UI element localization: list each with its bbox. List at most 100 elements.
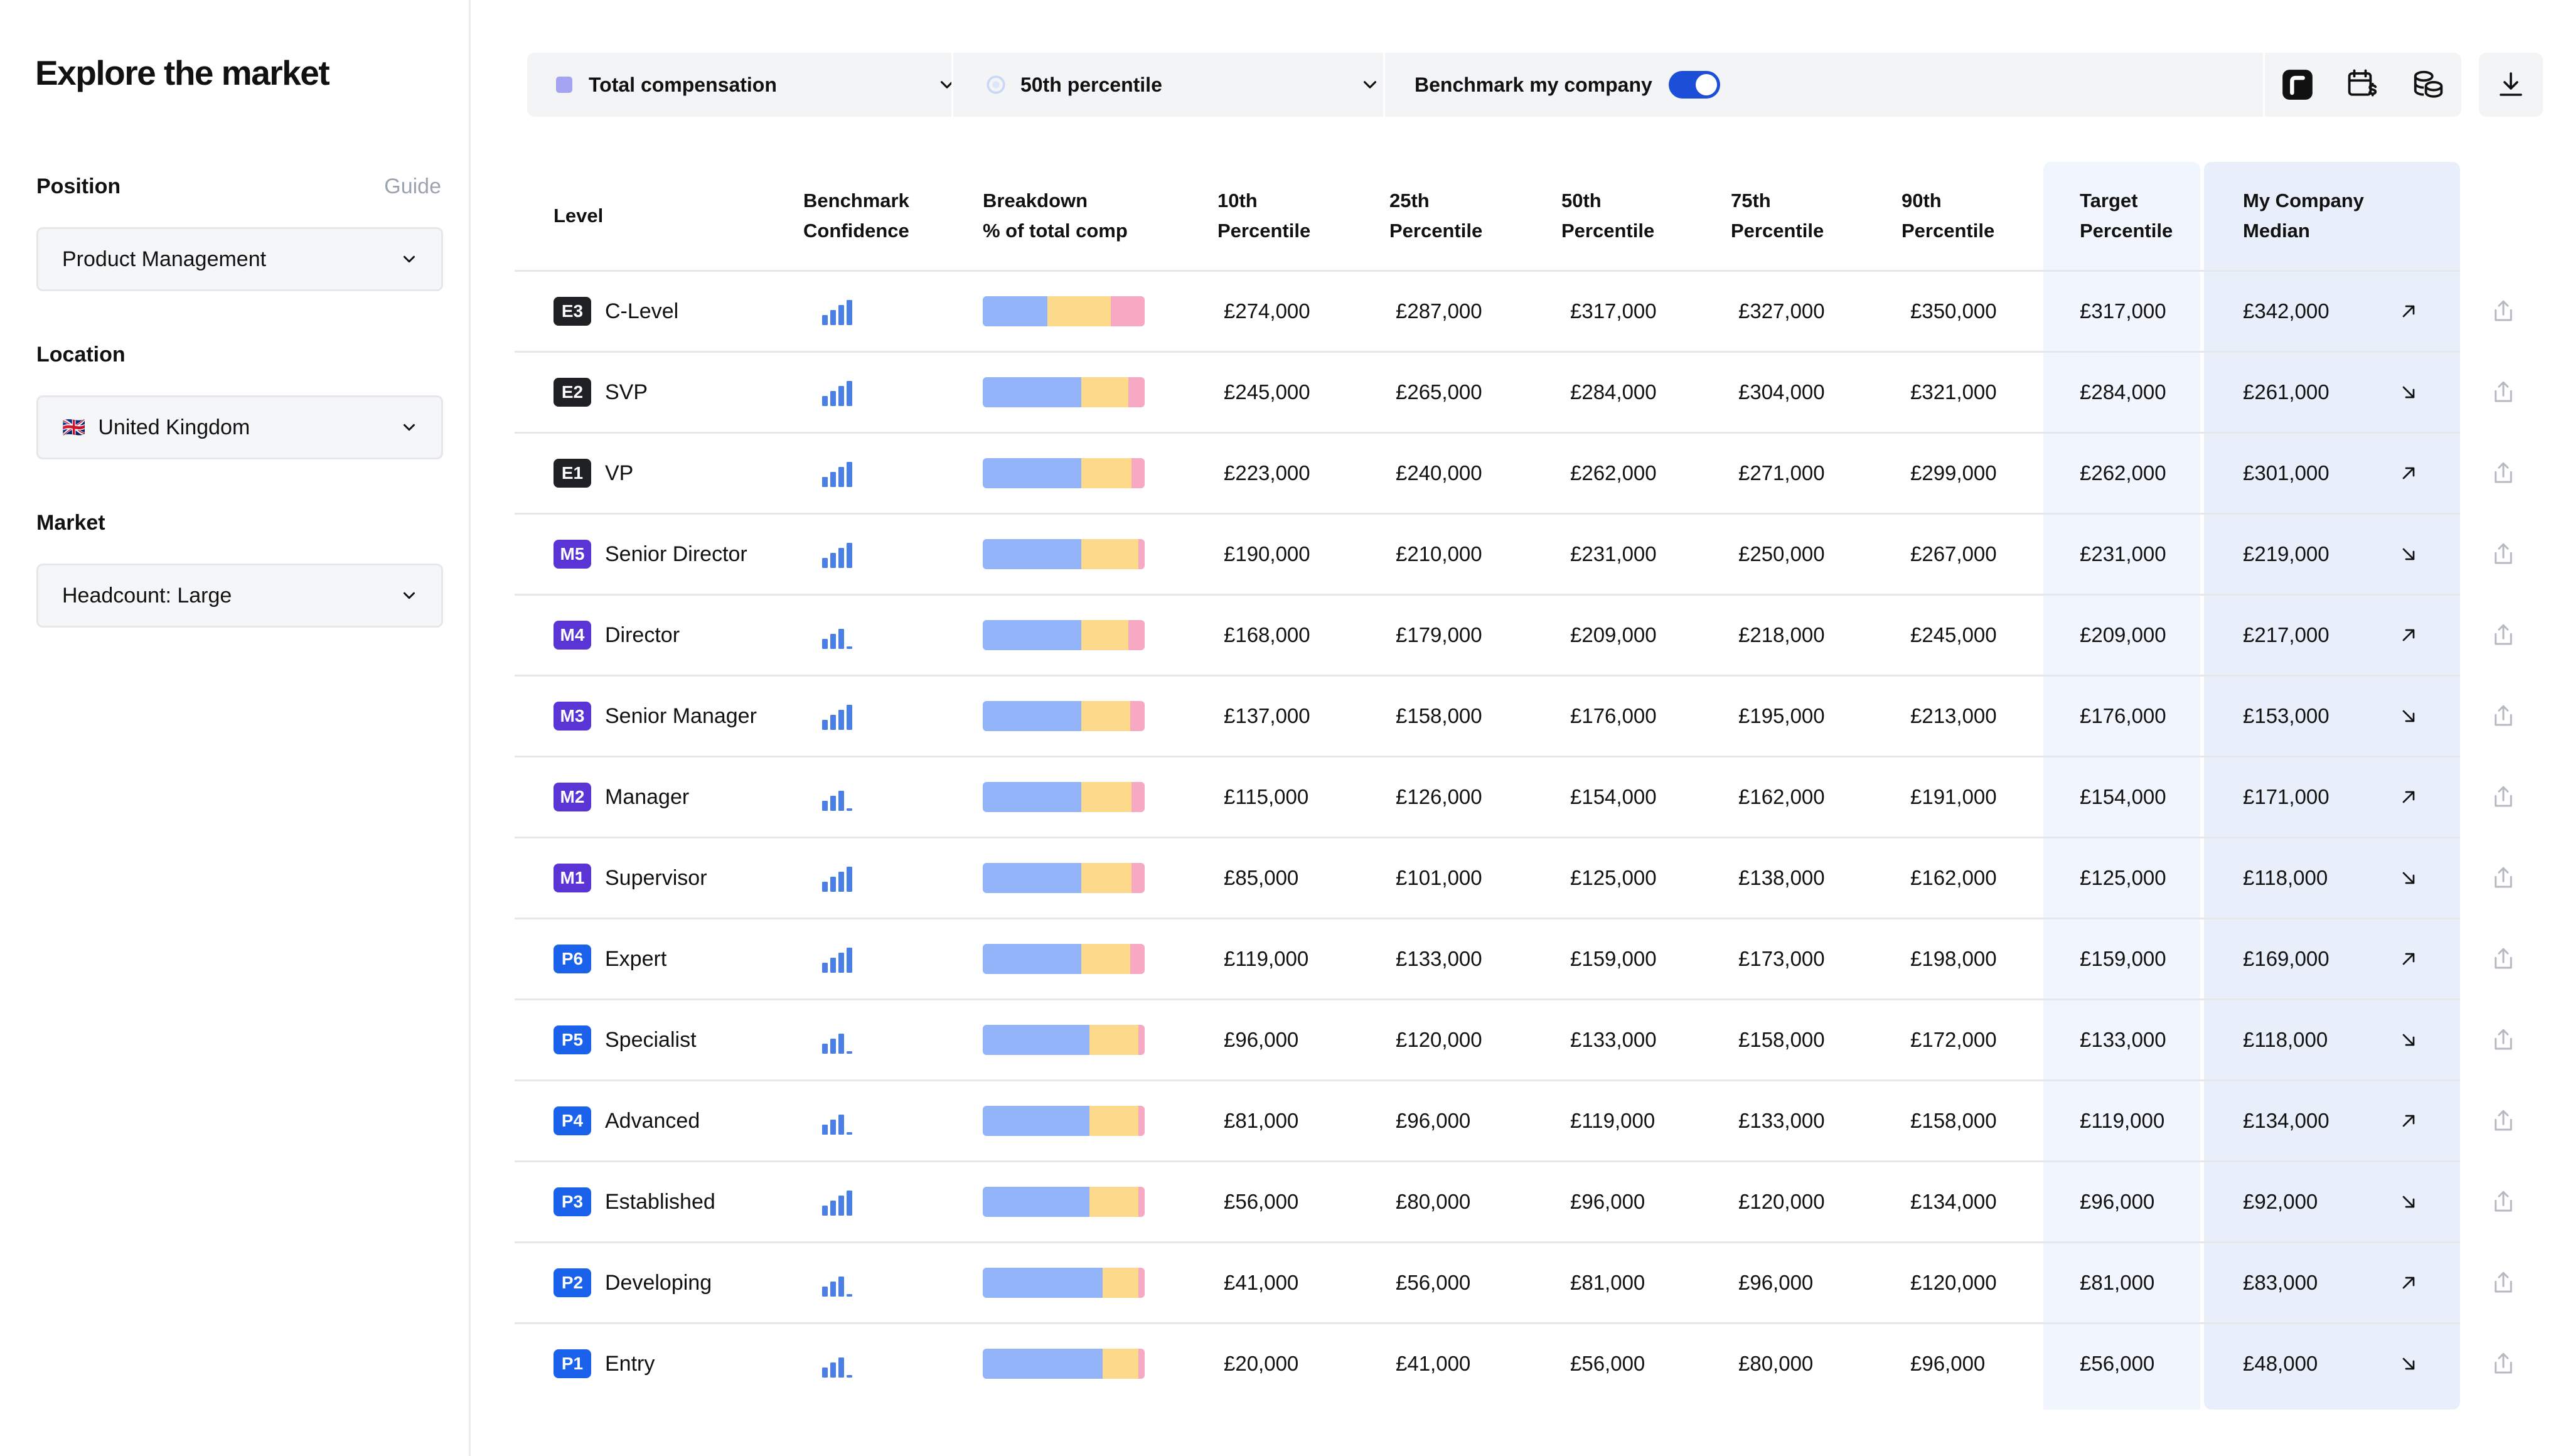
table-row[interactable]: P4 Advanced £81,000 £96,000 £119,000 £133,000… xyxy=(515,1081,2512,1162)
breakdown-cell xyxy=(983,1243,1145,1322)
row-divider xyxy=(515,998,2460,1000)
base-pay-segment xyxy=(983,296,1048,326)
trend-up-icon xyxy=(2399,1243,2419,1322)
target-value: £176,000 xyxy=(2080,704,2166,727)
target-value: £56,000 xyxy=(2080,1352,2155,1375)
coins-button[interactable] xyxy=(2396,53,2460,117)
signal-strength-icon xyxy=(822,1115,852,1135)
chevron-down-icon xyxy=(940,81,954,88)
position-select[interactable]: Product Management xyxy=(36,227,443,291)
download-button[interactable] xyxy=(2479,53,2543,117)
table-row[interactable]: P6 Expert £119,000 £133,000 £159,000 £173,000… xyxy=(515,919,2512,1000)
share-button[interactable] xyxy=(2490,1162,2517,1241)
breakdown-bar xyxy=(983,377,1145,407)
level-name: Entry xyxy=(605,1351,655,1376)
confidence-cell xyxy=(821,434,855,513)
share-button[interactable] xyxy=(2490,272,2517,351)
table-row[interactable]: P1 Entry £20,000 £41,000 £56,000 £80,000 £96,0… xyxy=(515,1324,2512,1405)
p10-value: £115,000 xyxy=(1224,785,1309,808)
brand-logo-button[interactable] xyxy=(2265,53,2330,117)
table-row[interactable]: M5 Senior Director £190,000 £210,000 £231,00… xyxy=(515,515,2512,596)
uk-flag-icon: 🇬🇧 xyxy=(62,417,86,438)
table-row[interactable]: E2 SVP £245,000 £265,000 £284,000 £304,000 £32… xyxy=(515,353,2512,434)
table-row[interactable]: M4 Director £168,000 £179,000 £209,000 £218,0… xyxy=(515,596,2512,677)
market-select-value: Headcount: Large xyxy=(62,583,232,608)
p25-value: £265,000 xyxy=(1396,380,1482,404)
table-row[interactable]: P3 Established £56,000 £80,000 £96,000 £120,0… xyxy=(515,1162,2512,1243)
share-button[interactable] xyxy=(2490,1000,2517,1079)
share-button[interactable] xyxy=(2490,757,2517,837)
p75-value: £162,000 xyxy=(1738,785,1825,808)
row-divider xyxy=(515,675,2460,677)
trend-up-icon xyxy=(2399,919,2419,998)
target-value: £119,000 xyxy=(2080,1109,2165,1132)
location-select-value: United Kingdom xyxy=(98,415,250,439)
header-breakdown: Breakdown % of total comp xyxy=(983,190,1128,242)
table-row[interactable]: M2 Manager £115,000 £126,000 £154,000 £162,00… xyxy=(515,757,2512,838)
share-button[interactable] xyxy=(2490,434,2517,513)
table-row[interactable]: P5 Specialist £96,000 £120,000 £133,000 £158,… xyxy=(515,1000,2512,1081)
breakdown-cell xyxy=(983,757,1145,837)
level-cell: P3 Established xyxy=(554,1162,715,1241)
breakdown-bar xyxy=(983,458,1145,488)
trend-down-icon xyxy=(2399,353,2419,432)
share-button[interactable] xyxy=(2490,1324,2517,1403)
level-badge: P4 xyxy=(554,1106,591,1135)
calendar-dollar-button[interactable] xyxy=(2331,53,2395,117)
level-cell: P5 Specialist xyxy=(554,1000,697,1079)
equity-segment xyxy=(1128,620,1145,650)
share-button[interactable] xyxy=(2490,515,2517,594)
table-row[interactable]: E3 C-Level £274,000 £287,000 £317,000 £327,00… xyxy=(515,272,2512,353)
brand-logo-icon xyxy=(2282,70,2313,100)
header-target: Target Percentile xyxy=(2080,190,2173,242)
share-button[interactable] xyxy=(2490,353,2517,432)
p10-value: £190,000 xyxy=(1224,542,1310,565)
benchmark-toggle[interactable] xyxy=(1668,71,1720,99)
share-button[interactable] xyxy=(2490,838,2517,918)
target-column-highlight xyxy=(2043,162,2200,1410)
share-button[interactable] xyxy=(2490,677,2517,756)
share-button[interactable] xyxy=(2490,1081,2517,1160)
header-divider xyxy=(515,270,2460,272)
level-badge: P1 xyxy=(554,1349,591,1378)
base-pay-segment xyxy=(983,944,1082,974)
signal-strength-icon xyxy=(822,1191,852,1216)
table-row[interactable]: M3 Senior Manager £137,000 £158,000 £176,000… xyxy=(515,677,2512,757)
share-button[interactable] xyxy=(2490,919,2517,998)
guide-link[interactable]: Guide xyxy=(384,174,441,198)
breakdown-cell xyxy=(983,353,1145,432)
breakdown-bar xyxy=(983,1025,1145,1055)
compensation-dropdown-label: Total compensation xyxy=(589,73,777,96)
p50-value: £125,000 xyxy=(1570,866,1657,889)
p50-value: £81,000 xyxy=(1570,1271,1645,1294)
share-icon xyxy=(2495,1352,2512,1374)
trend-down-icon xyxy=(2399,1162,2419,1241)
p75-value: £195,000 xyxy=(1738,704,1825,727)
table-row[interactable]: M1 Supervisor £85,000 £101,000 £125,000 £138,… xyxy=(515,838,2512,919)
level-name: Senior Manager xyxy=(605,704,757,728)
level-name: Developing xyxy=(605,1270,712,1295)
level-badge: E1 xyxy=(554,459,591,488)
p25-value: £101,000 xyxy=(1396,866,1482,889)
toolbar: Total compensation 50th percentile Bench… xyxy=(527,53,2461,117)
level-cell: P2 Developing xyxy=(554,1243,712,1322)
toolbar-divider xyxy=(2263,53,2265,117)
compensation-dropdown[interactable]: Total compensation xyxy=(556,53,958,117)
trend-up-icon xyxy=(2399,1081,2419,1160)
breakdown-cell xyxy=(983,1162,1145,1241)
share-button[interactable] xyxy=(2490,596,2517,675)
level-name: Senior Director xyxy=(605,542,747,566)
location-select[interactable]: 🇬🇧 United Kingdom xyxy=(36,395,443,459)
p75-value: £304,000 xyxy=(1738,380,1825,404)
chevron-down-icon xyxy=(1363,81,1377,88)
table-row[interactable]: E1 VP £223,000 £240,000 £262,000 £271,000 £299… xyxy=(515,434,2512,515)
level-cell: E2 SVP xyxy=(554,353,648,432)
breakdown-cell xyxy=(983,838,1145,918)
row-divider xyxy=(515,837,2460,838)
share-button[interactable] xyxy=(2490,1243,2517,1322)
confidence-cell xyxy=(821,515,855,594)
market-select[interactable]: Headcount: Large xyxy=(36,564,443,628)
percentile-dropdown[interactable]: 50th percentile xyxy=(985,53,1381,117)
p10-value: £56,000 xyxy=(1224,1190,1299,1213)
table-row[interactable]: P2 Developing £41,000 £56,000 £81,000 £96,000… xyxy=(515,1243,2512,1324)
